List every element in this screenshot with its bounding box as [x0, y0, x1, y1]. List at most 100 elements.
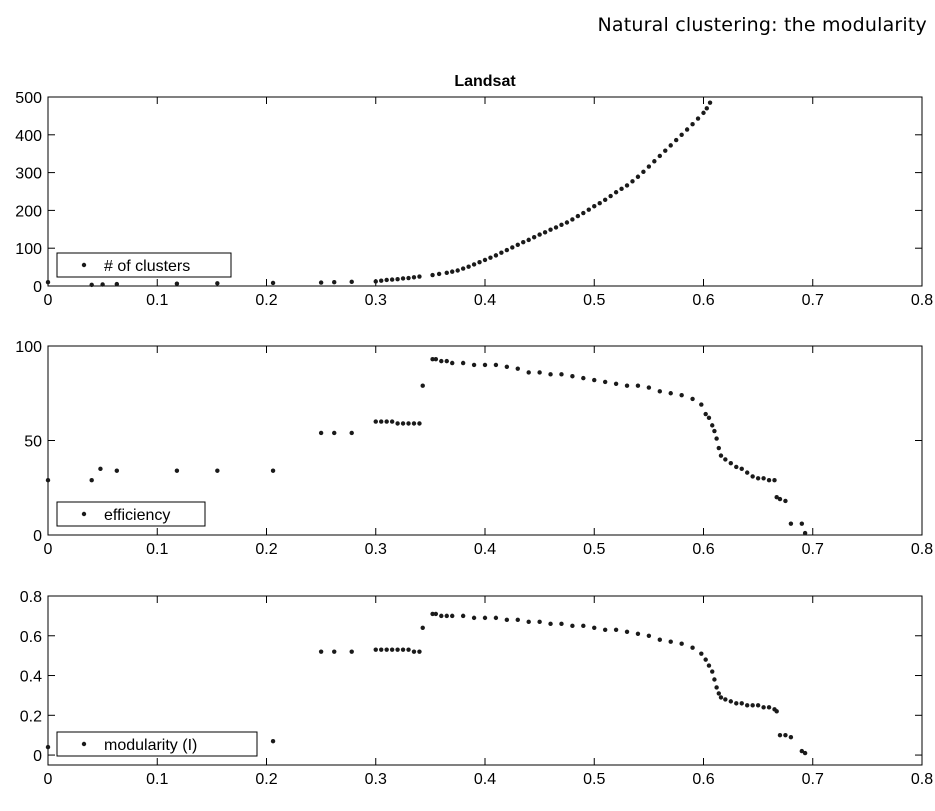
data-point [332, 430, 337, 436]
data-point [417, 274, 422, 279]
data-point [45, 477, 51, 483]
data-point [384, 419, 389, 424]
data-point [761, 705, 766, 710]
data-point [608, 193, 613, 199]
y-tick-label: 300 [15, 166, 42, 183]
data-point [174, 281, 180, 286]
y-tick-label: 400 [15, 128, 42, 145]
data-point [641, 169, 646, 175]
data-point [548, 621, 553, 627]
data-point [734, 701, 739, 706]
data-point [668, 143, 673, 148]
data-point [526, 237, 531, 243]
data-point [761, 476, 766, 481]
data-point [444, 613, 449, 619]
data-point [411, 275, 417, 280]
data-point [802, 750, 808, 756]
data-point [652, 159, 657, 164]
data-point [444, 270, 449, 275]
data-point [657, 389, 662, 394]
data-point [613, 190, 619, 195]
data-point [114, 281, 120, 287]
data-point [690, 122, 695, 127]
data-point [389, 647, 395, 652]
data-point [100, 282, 105, 287]
data-point [537, 232, 542, 237]
x-tick-label: 0 [44, 771, 53, 788]
data-point [624, 629, 630, 634]
data-point [521, 239, 526, 245]
data-point [482, 615, 488, 621]
data-point [439, 613, 444, 619]
data-point [417, 649, 422, 654]
data-point [553, 225, 559, 230]
chart-panel-3: 0 0.1 0.2 0.3 0.4 0.5 0.6 0.7 0.8 0 0.2 0.4 0.6 0.8 mo… [20, 589, 933, 788]
data-point [802, 530, 808, 536]
data-point [548, 227, 553, 232]
series-1 [45, 357, 808, 536]
data-point [624, 383, 630, 388]
data-point [706, 415, 712, 421]
data-point [379, 419, 384, 424]
data-point [799, 521, 805, 526]
data-point [755, 476, 761, 481]
data-point [575, 213, 581, 219]
data-point [783, 498, 788, 504]
data-point [89, 282, 94, 288]
data-point [420, 625, 425, 631]
y-tick-label: 0 [33, 528, 42, 545]
data-point [379, 647, 384, 652]
data-point [318, 280, 324, 285]
x-tick-label: 0.6 [692, 292, 714, 309]
data-point [718, 453, 724, 458]
x-tick-label: 0.8 [911, 771, 933, 788]
data-point [400, 421, 406, 426]
data-point [373, 419, 378, 424]
data-point [592, 625, 597, 631]
data-point [515, 366, 520, 371]
x-tick-label: 0.2 [255, 292, 277, 309]
data-point [613, 627, 619, 632]
data-point [420, 383, 425, 388]
legend-label: efficiency [104, 507, 170, 524]
x-tick-label: 0.5 [583, 292, 605, 309]
x-tick-label: 0.4 [474, 541, 496, 558]
data-point [270, 280, 276, 286]
data-point [548, 372, 553, 377]
data-point [400, 647, 406, 652]
data-point [515, 242, 520, 247]
x-tick-label: 0.4 [474, 771, 496, 788]
data-point [270, 738, 276, 744]
data-point [45, 744, 51, 750]
data-point [559, 222, 564, 227]
data-point [712, 428, 717, 434]
y-tick-label: 0 [33, 279, 42, 296]
data-point [430, 272, 435, 278]
data-point [504, 247, 510, 253]
x-tick-label: 0.7 [802, 541, 824, 558]
data-point [710, 669, 715, 674]
data-point [389, 419, 395, 424]
legend-box [56, 252, 232, 278]
data-point [668, 639, 673, 644]
data-point [389, 277, 395, 282]
x-tick-label: 0.6 [692, 771, 714, 788]
data-point [417, 421, 422, 426]
data-point [699, 651, 704, 656]
data-point [745, 703, 750, 708]
data-point [493, 362, 499, 368]
legend-marker [81, 511, 87, 517]
data-point [482, 362, 488, 368]
x-tick-label: 0.3 [365, 771, 387, 788]
data-point [318, 430, 324, 436]
x-tick-label: 0.6 [692, 541, 714, 558]
x-tick-label: 0 [44, 292, 53, 309]
data-point [433, 611, 439, 617]
data-point [504, 364, 510, 369]
y-tick-label: 50 [24, 434, 42, 451]
legend-label: modularity (I) [104, 737, 197, 754]
data-point [602, 379, 608, 385]
data-point [581, 375, 586, 381]
data-point [750, 474, 755, 479]
data-point [772, 477, 777, 483]
